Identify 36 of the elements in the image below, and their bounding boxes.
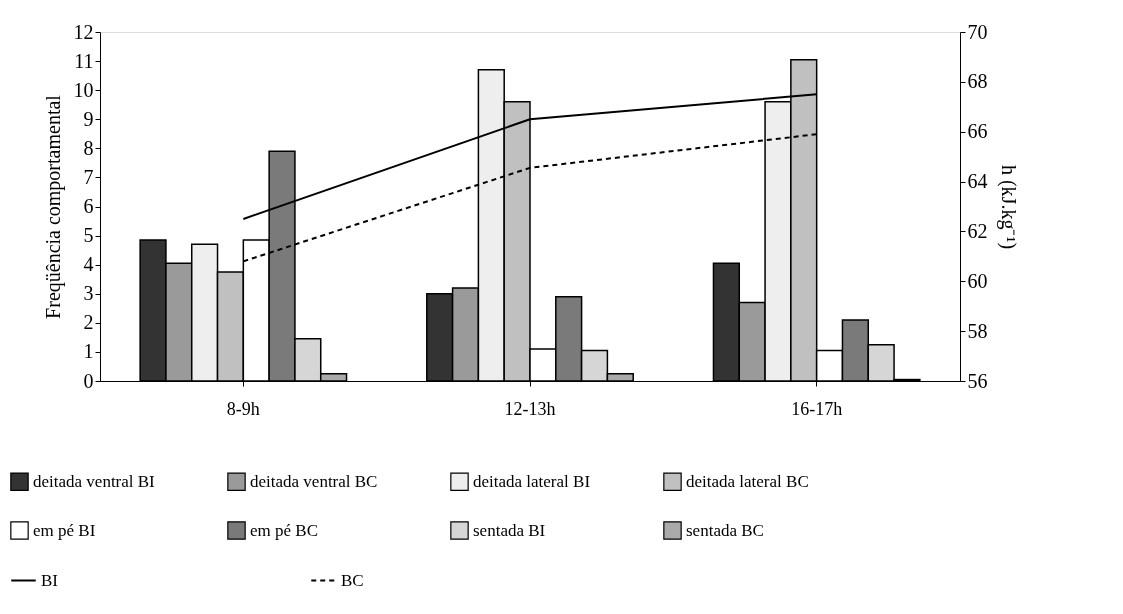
legend-label: sentada BI [473,520,546,540]
y-tick-label: 7 [83,165,94,188]
y-tick-label: 1 [83,340,94,363]
y-tick-label: 9 [83,107,94,130]
y-tick-label: 11 [74,49,94,72]
y2-tick-label: 60 [967,269,988,292]
legend-label: BI [41,570,59,590]
legend-label: em pé BI [33,520,96,540]
y-tick-label: 12 [73,20,94,43]
y-tick-label: 4 [83,253,94,276]
y2-tick-label: 66 [967,120,988,143]
legend-label: deitada lateral BC [686,471,809,491]
y-axis-title: Freqüência comportamental [41,94,65,319]
y-tick-label: 0 [83,369,94,392]
legend-label: em pé BC [250,520,318,540]
y2-tick-label: 64 [967,170,988,193]
y2-tick-label: 68 [967,70,988,93]
y2-tick-label: 56 [967,369,988,392]
y-tick-label: 6 [83,195,94,217]
legend-label: deitada ventral BC [250,471,378,491]
y-tick-label: 3 [83,282,94,305]
y-tick-label: 2 [83,311,94,334]
x-tick-label: 8-9h [226,398,260,419]
x-tick-label: 16-17h [791,398,843,419]
y2-tick-label: 70 [967,20,988,43]
y2-tick-label: 58 [967,319,988,342]
y2-axis-title: h (kJ.kg⁻¹) [996,164,1020,250]
x-tick-label: 12-13h [504,398,556,419]
legend-label: BC [341,570,364,590]
y2-tick-label: 62 [967,219,988,242]
legend-label: deitada lateral BI [473,471,591,491]
legend-label: sentada BC [686,520,764,540]
y-tick-label: 5 [83,224,94,247]
y-tick-label: 8 [83,136,94,159]
y-tick-label: 10 [73,78,94,101]
legend-label: deitada ventral BI [33,471,156,491]
